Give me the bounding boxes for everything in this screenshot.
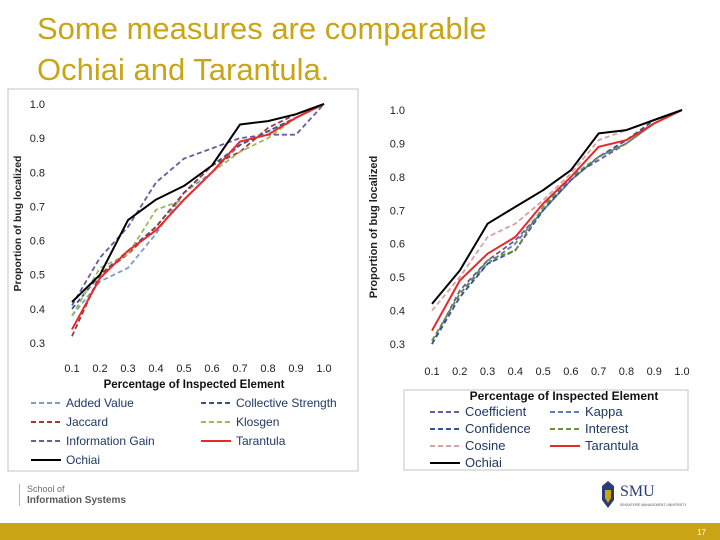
y-tick-label: 0.6 <box>30 236 45 248</box>
y-tick-label: 0.6 <box>390 239 405 251</box>
legend-label: Ochiai <box>66 453 100 467</box>
legend-label: Confidence <box>465 421 531 436</box>
x-tick-label: 0.7 <box>232 363 247 375</box>
x-tick-label: 0.9 <box>288 363 303 375</box>
x-axis-label: Percentage of Inspected Element <box>470 389 659 403</box>
y-tick-label: 0.5 <box>30 270 45 282</box>
series-line-tarantula <box>71 103 325 330</box>
legend-label: Ochiai <box>465 455 502 470</box>
page-number: 17 <box>697 528 706 537</box>
title-line-1: Some measures are comparable <box>37 11 487 46</box>
chart-frame <box>7 88 359 472</box>
chart-right: Proportion of bug localized 0.3 0.4 0.5 0.6 0… <box>368 105 690 471</box>
legend-label: Jaccard <box>66 415 108 429</box>
x-tick-label: 0.2 <box>452 366 467 378</box>
series-line-tarantula <box>431 109 683 332</box>
x-tick-label: 0.3 <box>480 366 495 378</box>
series-line-ochiai <box>71 103 325 303</box>
series-line-information-gain <box>71 103 325 306</box>
legend-label: Klosgen <box>236 415 279 429</box>
x-axis-label: Percentage of Inspected Element <box>104 379 285 391</box>
series-line-collective-strength <box>71 103 325 310</box>
x-tick-label: 0.1 <box>64 363 79 375</box>
smu-logo-emblem-accent <box>605 490 611 503</box>
y-tick-label: 0.8 <box>30 167 45 179</box>
series-line-confidence <box>431 109 683 345</box>
legend-label: Information Gain <box>66 434 155 448</box>
x-tick-label: 1.0 <box>674 366 689 378</box>
title-line-2: Ochiai and Tarantula. <box>37 52 330 87</box>
y-tick-label: 1.0 <box>30 99 45 111</box>
x-tick-label: 0.7 <box>591 366 606 378</box>
y-tick-label: 0.7 <box>390 205 405 217</box>
legend-label: Kappa <box>585 404 623 419</box>
x-tick-label: 0.8 <box>619 366 634 378</box>
y-tick-label: 1.0 <box>390 105 405 117</box>
legend-label: Coefficient <box>465 404 527 419</box>
x-tick-label: 0.8 <box>260 363 275 375</box>
x-tick-label: 0.2 <box>92 363 107 375</box>
x-tick-label: 0.4 <box>148 363 163 375</box>
y-tick-label: 0.8 <box>390 172 405 184</box>
series-line-kappa <box>431 109 683 342</box>
footer-bar: 17 <box>0 523 720 540</box>
smu-logo-subtext: SINGAPORE MANAGEMENT UNIVERSITY <box>620 503 687 507</box>
smu-logo-text: SMU <box>620 483 655 500</box>
x-tick-label: 1.0 <box>316 363 331 375</box>
y-tick-label: 0.9 <box>30 133 45 145</box>
y-tick-label: 0.3 <box>390 339 405 351</box>
legend-label: Added Value <box>66 396 134 410</box>
x-tick-label: 0.5 <box>176 363 191 375</box>
y-tick-label: 0.9 <box>390 138 405 150</box>
y-tick-label: 0.4 <box>30 304 45 316</box>
legend-label: Interest <box>585 421 629 436</box>
x-tick-label: 0.4 <box>508 366 523 378</box>
legend-label: Cosine <box>465 438 505 453</box>
series-line-coefficient <box>431 109 683 345</box>
chart-frame <box>403 389 689 471</box>
y-tick-label: 0.3 <box>30 338 45 350</box>
x-tick-label: 0.1 <box>424 366 439 378</box>
slide-title: Some measures are comparable Ochiai and … <box>37 8 697 90</box>
series-line-cosine <box>431 109 683 312</box>
school-label-line1: School of <box>27 484 65 494</box>
legend-label: Collective Strength <box>236 396 337 410</box>
x-tick-label: 0.3 <box>120 363 135 375</box>
x-tick-label: 0.9 <box>647 366 662 378</box>
y-axis-label: Proportion of bug localized <box>368 156 380 298</box>
x-tick-label: 0.5 <box>535 366 550 378</box>
x-tick-label: 0.6 <box>204 363 219 375</box>
series-line-ochiai <box>431 109 683 305</box>
legend-label: Tarantula <box>236 434 286 448</box>
y-tick-label: 0.4 <box>390 306 405 318</box>
y-axis-label: Proportion of bug localized <box>12 156 24 292</box>
smu-logo: SMU SINGAPORE MANAGEMENT UNIVERSITY <box>602 481 687 508</box>
y-tick-label: 0.7 <box>30 201 45 213</box>
school-label: School of Information Systems <box>19 484 126 506</box>
y-tick-label: 0.5 <box>390 272 405 284</box>
chart-left: Proportion of bug localized 0.3 0.4 0.5 0.6 0… <box>7 88 359 472</box>
legend-label: Tarantula <box>585 438 639 453</box>
school-label-line2: Information Systems <box>27 495 126 506</box>
x-tick-label: 0.6 <box>563 366 578 378</box>
series-line-interest <box>431 109 683 342</box>
